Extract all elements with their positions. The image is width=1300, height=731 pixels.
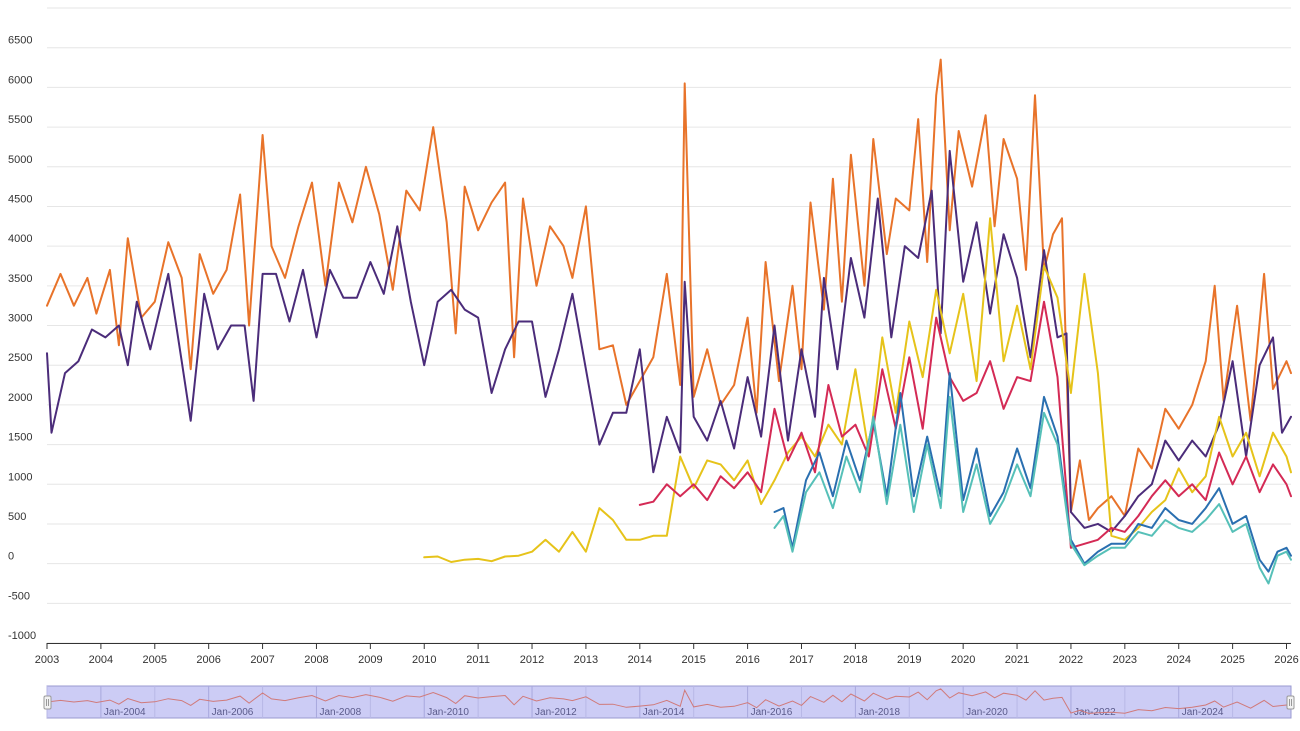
- x-tick-label: 2025: [1220, 654, 1244, 666]
- x-tick-label: 2013: [574, 654, 598, 666]
- x-tick-label: 2011: [466, 654, 490, 666]
- navigator-label: Jan-2018: [858, 707, 900, 718]
- x-tick-label: 2007: [250, 654, 274, 666]
- navigator-label: Jan-2008: [319, 707, 361, 718]
- x-tick-label: 2009: [358, 654, 382, 666]
- y-tick-label: 4500: [8, 193, 32, 205]
- y-tick-label: 2500: [8, 352, 32, 364]
- y-tick-label: 1500: [8, 432, 32, 444]
- series-line-5: [773, 372, 1292, 573]
- y-tick-label: -500: [8, 590, 30, 602]
- x-tick-label: 2014: [628, 654, 652, 666]
- x-tick-label: 2019: [897, 654, 921, 666]
- navigator-label: Jan-2020: [966, 707, 1008, 718]
- y-tick-label: 3500: [8, 273, 32, 285]
- x-tick-label: 2023: [1113, 654, 1137, 666]
- x-tick-label: 2015: [681, 654, 705, 666]
- x-tick-label: 2026: [1274, 654, 1298, 666]
- series-line-2: [46, 149, 1292, 533]
- y-tick-label: 5500: [8, 114, 32, 126]
- x-tick-label: 2018: [843, 654, 867, 666]
- x-tick-label: 2020: [951, 654, 975, 666]
- navigator-label: Jan-2016: [751, 707, 793, 718]
- x-tick-label: 2016: [735, 654, 759, 666]
- navigator-label: Jan-2006: [212, 707, 254, 718]
- y-tick-label: -1000: [8, 630, 36, 642]
- series-group: [46, 58, 1292, 585]
- series-line-3: [423, 217, 1292, 563]
- y-tick-label: 4000: [8, 233, 32, 245]
- navigator-label: Jan-2014: [643, 707, 685, 718]
- navigator-label: Jan-2024: [1182, 707, 1224, 718]
- y-tick-label: 0: [8, 551, 14, 563]
- y-tick-label: 500: [8, 511, 26, 523]
- x-tick-label: 2003: [35, 654, 59, 666]
- x-tick-label: 2010: [412, 654, 436, 666]
- x-axis: 2003 2004 2005 2006 2007 2008 2009 2010 2011 2012…: [35, 643, 1299, 666]
- navigator[interactable]: Jan-2004 Jan-2006 Jan-2008 Jan-2010 Jan-2012…: [43, 685, 1295, 719]
- y-tick-label: 6500: [8, 35, 32, 47]
- navigator-label: Jan-2022: [1074, 707, 1116, 718]
- series-line-1: [46, 58, 1292, 521]
- navigator-label: Jan-2004: [104, 707, 146, 718]
- y-tick-label: 6000: [8, 74, 32, 86]
- y-axis: 6500600055005000450040003500300025002000…: [8, 35, 36, 642]
- x-tick-label: 2012: [520, 654, 544, 666]
- y-tick-label: 1000: [8, 471, 32, 483]
- navigator-label: Jan-2012: [535, 707, 577, 718]
- series-line-4: [638, 300, 1292, 549]
- x-tick-label: 2021: [1005, 654, 1029, 666]
- navigator-mini-line: [46, 688, 1292, 715]
- x-tick-label: 2017: [789, 654, 813, 666]
- navigator-handle-left[interactable]: [43, 695, 52, 710]
- y-tick-label: 2000: [8, 392, 32, 404]
- x-tick-label: 2005: [143, 654, 167, 666]
- series-line-6: [773, 395, 1292, 585]
- y-tick-label: 5000: [8, 154, 32, 166]
- x-tick-label: 2022: [1059, 654, 1083, 666]
- x-tick-label: 2024: [1166, 654, 1190, 666]
- x-tick-label: 2008: [304, 654, 328, 666]
- navigator-label: Jan-2010: [427, 707, 469, 718]
- x-tick-label: 2006: [196, 654, 220, 666]
- y-tick-label: 3000: [8, 313, 32, 325]
- navigator-handle-right[interactable]: [1286, 695, 1295, 710]
- x-tick-label: 2004: [89, 654, 113, 666]
